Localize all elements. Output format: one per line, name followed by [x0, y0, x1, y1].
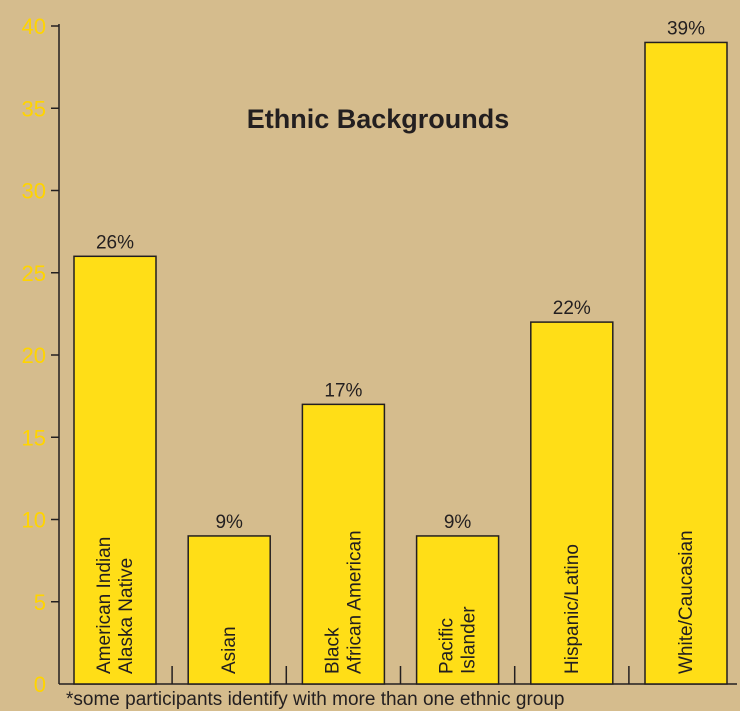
- y-tick-label: 0: [34, 672, 46, 697]
- x-axis-ticks: [171, 666, 630, 684]
- y-tick-label: 35: [22, 96, 46, 121]
- category-label: Black: [322, 627, 343, 674]
- data-labels-group: 26% 9% 17% 9% 22% 39%: [96, 18, 705, 533]
- category-label: Hispanic/Latino: [562, 544, 583, 674]
- y-tick-label: 5: [34, 590, 46, 615]
- y-tick-label: 10: [22, 508, 46, 533]
- bar: [415, 535, 500, 685]
- data-label: 9%: [215, 512, 243, 533]
- y-tick-label: 15: [22, 425, 46, 450]
- category-label: Pacific: [437, 618, 458, 674]
- data-label: 22%: [553, 298, 591, 319]
- data-label: 9%: [444, 512, 472, 533]
- data-label: 26%: [96, 232, 134, 253]
- chart-title: Ethnic Backgrounds: [247, 104, 510, 134]
- category-label: Alaska Native: [116, 558, 137, 674]
- y-tick-label: 20: [22, 343, 46, 368]
- bar: [187, 535, 271, 685]
- y-tick-label: 30: [22, 179, 46, 204]
- y-tick-label: 40: [22, 14, 46, 39]
- category-label: Asian: [219, 626, 240, 674]
- bar: [530, 321, 614, 685]
- y-axis-ticks: 0 5 10 15 20 25 30 35 40: [22, 14, 59, 697]
- category-label: White/Caucasian: [676, 530, 697, 674]
- category-label: American Indian: [94, 537, 115, 674]
- bar: [73, 255, 157, 685]
- category-label: Islander: [459, 606, 480, 674]
- bar: [301, 403, 386, 685]
- y-tick-label: 25: [22, 261, 46, 286]
- category-labels-group: American Indian Alaska Native Asian Black Af…: [94, 530, 697, 674]
- chart-footnote: *some participants identify with more th…: [66, 689, 565, 710]
- data-label: 17%: [324, 380, 362, 401]
- data-label: 39%: [667, 18, 705, 39]
- bar: [644, 41, 728, 685]
- category-label: African American: [344, 530, 365, 674]
- bars-group: [73, 41, 728, 685]
